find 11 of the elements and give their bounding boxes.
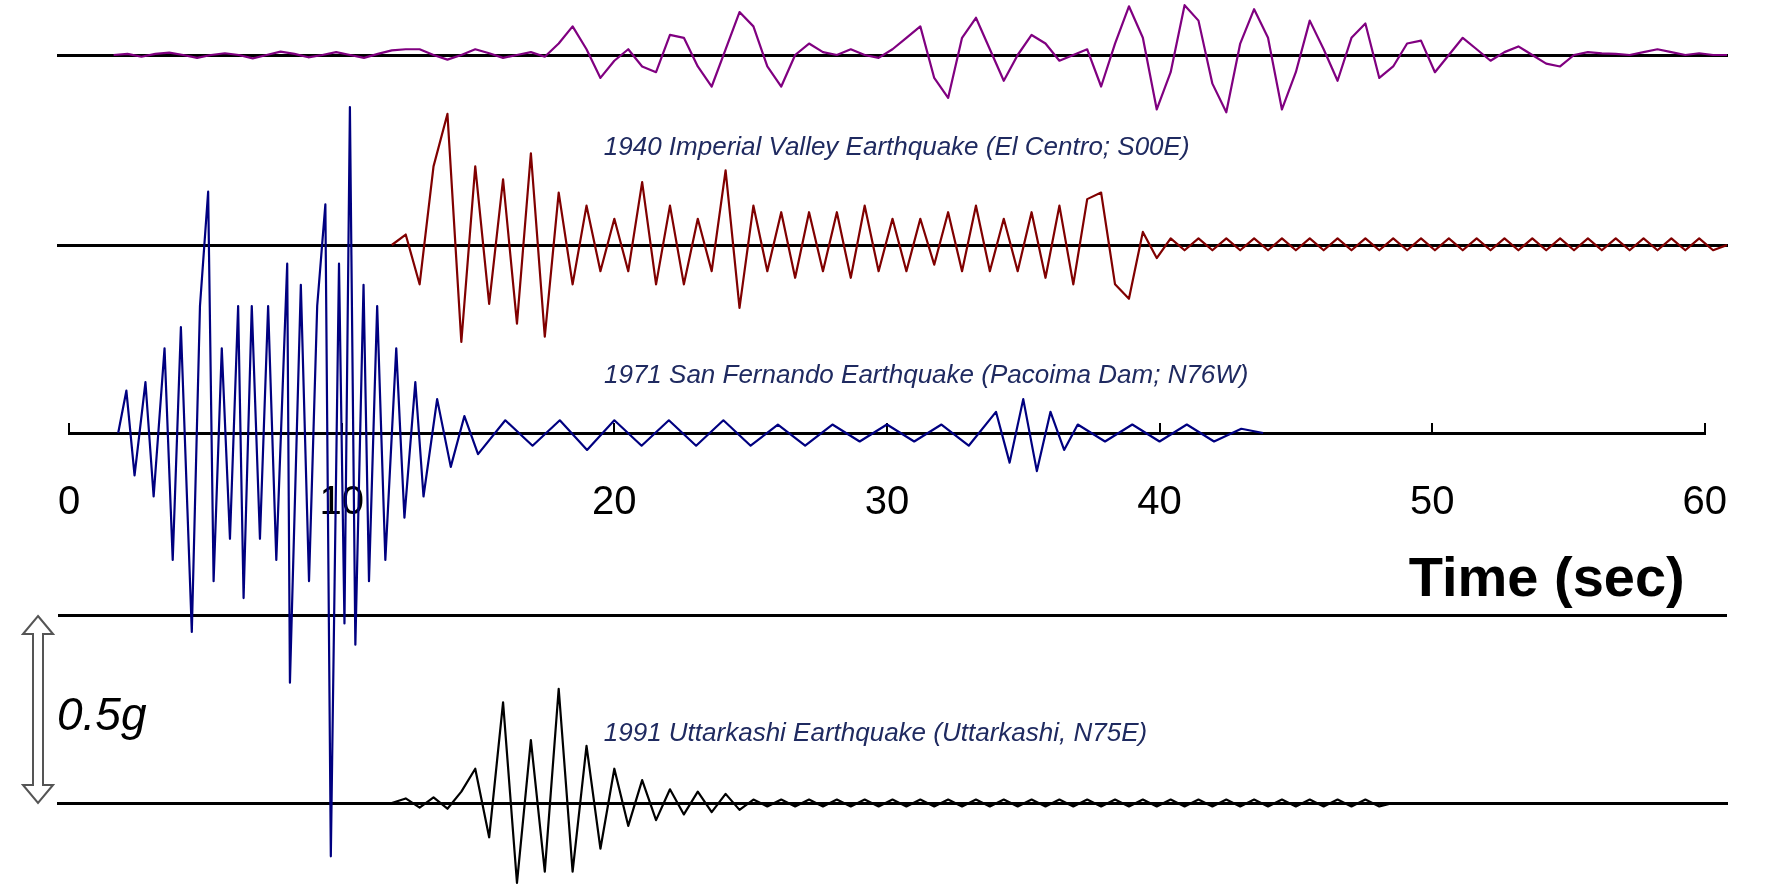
x-tick-label: 0 xyxy=(58,478,81,523)
x-tick-label: 50 xyxy=(1409,478,1455,523)
x-tick-label: 30 xyxy=(864,478,910,523)
series-label: 1991 Uttarkashi Earthquake (Uttarkashi, N75E) xyxy=(603,717,1148,748)
annotation: 0.5g xyxy=(57,687,147,740)
x-axis-title: Time (sec) xyxy=(1408,545,1685,609)
x-tick-label: 20 xyxy=(592,478,637,523)
x-tick-label: 60 xyxy=(1682,478,1727,523)
series-label: 1940 Imperial Valley Earthquake (El Centro; S00E) xyxy=(603,131,1190,162)
x-tick-label: 40 xyxy=(1137,478,1182,523)
series-label: 1971 San Fernando Earthquake (Pacoima Dam; N76W) xyxy=(603,359,1249,390)
